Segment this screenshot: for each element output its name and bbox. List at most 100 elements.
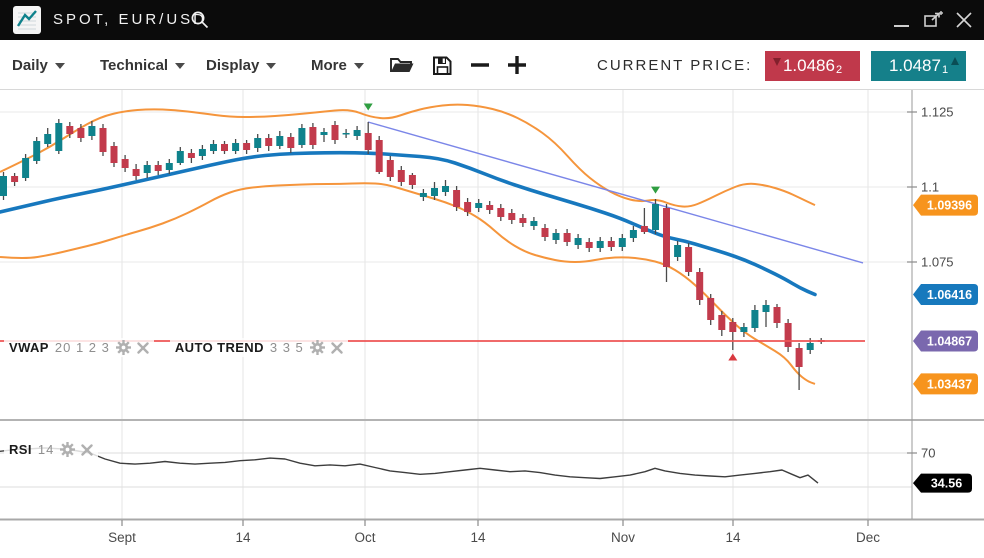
save-chart-button[interactable]: [431, 40, 454, 90]
vwap-name: VWAP: [9, 340, 49, 355]
candle: [453, 190, 461, 207]
svg-text:70: 70: [921, 446, 935, 461]
candle: [187, 153, 195, 158]
candle: [486, 205, 494, 210]
rsi-name: RSI: [9, 442, 32, 457]
candle: [55, 123, 63, 151]
candle: [121, 159, 129, 168]
candle: [287, 137, 295, 148]
candle: [276, 136, 284, 146]
rsi-remove-button[interactable]: [81, 443, 94, 456]
candle: [22, 158, 30, 178]
candle: [243, 143, 251, 150]
menu-more-label: More: [311, 56, 347, 74]
y-axis-labels: 1.125 1.1 1.075 70: [907, 105, 954, 461]
svg-text:1.125: 1.125: [921, 105, 954, 120]
vwap-indicator-label: VWAP 20 1 2 3: [4, 338, 154, 357]
bid-price-value: 1.0486: [782, 56, 835, 75]
candle: [375, 140, 383, 172]
window-title: SPOT, EUR/USD: [53, 11, 208, 28]
candle: [419, 193, 427, 197]
save-icon: [433, 56, 452, 75]
zoom-in-button[interactable]: [507, 40, 527, 90]
candle: [221, 144, 228, 151]
candle: [508, 213, 516, 220]
candle: [442, 186, 449, 192]
svg-text:1.075: 1.075: [921, 255, 954, 270]
rsi-line: [0, 447, 819, 484]
zoom-out-button[interactable]: [470, 40, 490, 90]
axis-price-badge-2: 1.04867: [913, 330, 978, 352]
menu-daily[interactable]: Daily: [12, 40, 65, 90]
toolbar: Daily Technical Display More: [0, 40, 984, 90]
gear-icon: [309, 340, 325, 355]
candle: [541, 228, 549, 237]
svg-text:14: 14: [470, 530, 486, 545]
candle: [11, 176, 19, 182]
candle: [751, 310, 759, 328]
minimize-button[interactable]: [888, 0, 914, 40]
vwap-params: 20 1 2 3: [54, 340, 110, 355]
candle: [342, 133, 350, 135]
candle: [674, 245, 682, 257]
chevron-down-icon: [175, 63, 186, 69]
ask-price-pip: 1: [941, 63, 949, 76]
svg-text:Sept: Sept: [108, 530, 136, 545]
candle: [806, 343, 814, 350]
vwap-remove-button[interactable]: [137, 341, 149, 354]
vwap-settings-button[interactable]: [115, 340, 131, 355]
candle: [99, 128, 107, 152]
gear-icon: [115, 340, 131, 355]
sell-signal-marker: [363, 103, 373, 111]
candle: [663, 208, 670, 267]
upper-band-line: [0, 103, 816, 208]
open-folder-icon: [390, 58, 414, 72]
sell-signal-marker: [651, 186, 660, 194]
candle: [331, 125, 339, 140]
close-icon: [956, 12, 972, 28]
open-chart-button[interactable]: [388, 40, 415, 90]
svg-text:14: 14: [235, 530, 251, 545]
candle: [795, 348, 803, 367]
search-button[interactable]: [189, 9, 211, 31]
candle: [574, 238, 582, 245]
svg-text:Dec: Dec: [856, 530, 880, 545]
candle: [88, 126, 96, 136]
candle: [563, 233, 571, 242]
candle: [143, 165, 151, 173]
auto-trend-remove-button[interactable]: [331, 341, 343, 354]
close-icon: [331, 341, 343, 354]
candle: [132, 169, 140, 176]
rsi-value-badge: 34.56: [913, 473, 972, 493]
candle: [784, 323, 792, 347]
candle: [585, 242, 593, 248]
candle: [696, 272, 704, 300]
candle: [320, 132, 328, 135]
title-bar: SPOT, EUR/USD: [0, 0, 984, 40]
candle: [773, 307, 781, 323]
menu-more[interactable]: More: [311, 40, 364, 90]
auto-trend-settings-button[interactable]: [309, 340, 325, 355]
candle: [44, 134, 52, 144]
overlay-indicator-labels: VWAP 20 1 2 3: [4, 338, 348, 357]
candle: [685, 247, 693, 272]
rsi-params: 14: [37, 442, 55, 457]
candle: [552, 233, 560, 240]
menu-technical[interactable]: Technical: [100, 40, 186, 90]
bid-price-badge: 1.0486 2: [765, 51, 860, 81]
candle: [618, 238, 626, 247]
candle: [652, 204, 659, 230]
candle: [165, 163, 173, 170]
candles-layer: [0, 119, 825, 390]
svg-text:14: 14: [725, 530, 741, 545]
rsi-settings-button[interactable]: [60, 442, 76, 457]
close-icon: [137, 341, 149, 354]
axis-price-badge-3: 1.03437: [913, 373, 978, 395]
candle: [77, 128, 85, 138]
close-window-button[interactable]: [950, 0, 978, 40]
popout-button[interactable]: [919, 0, 949, 40]
app-logo-icon: [13, 6, 41, 34]
menu-display[interactable]: Display: [206, 40, 277, 90]
auto-trend-line: [367, 121, 864, 264]
